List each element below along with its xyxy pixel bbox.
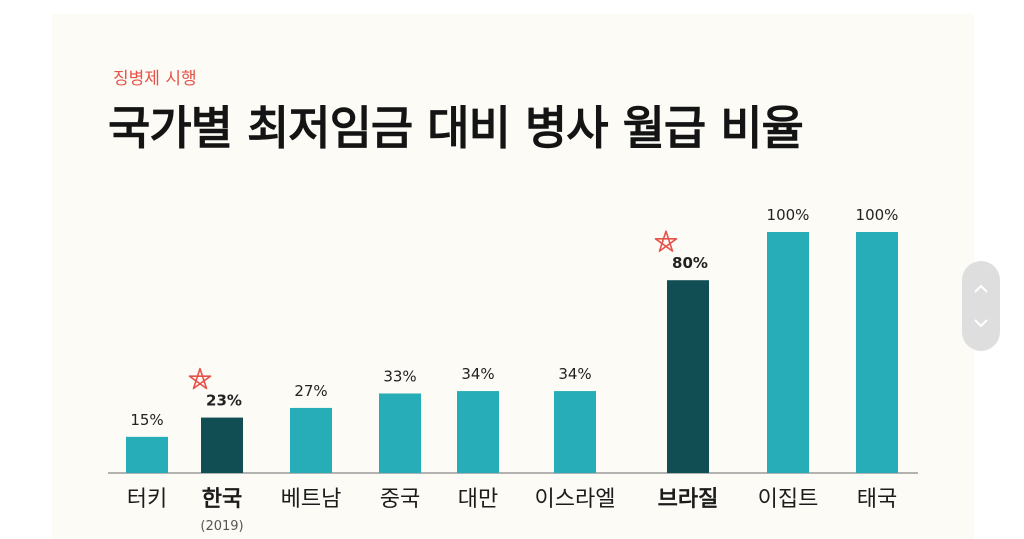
bar (379, 393, 421, 473)
chart-title: 국가별 최저임금 대비 병사 월급 비율 (108, 101, 804, 155)
bar (126, 436, 168, 473)
category-label: 브라질 (658, 487, 719, 512)
bar (667, 280, 709, 473)
data-label: 80% (672, 254, 708, 272)
data-label: 15% (130, 411, 163, 429)
scroll-up-button[interactable] (962, 271, 1000, 307)
category-label: 이스라엘 (535, 487, 616, 512)
bar (290, 407, 332, 473)
bar (457, 391, 499, 473)
chevron-down-icon (974, 319, 988, 328)
bar (767, 232, 809, 473)
category-label: 중국 (380, 487, 420, 512)
star-icon (654, 230, 678, 252)
star-icon (188, 367, 212, 390)
chevron-up-icon (974, 284, 988, 293)
scroll-down-button[interactable] (962, 305, 1000, 341)
data-label: 34% (461, 365, 494, 383)
data-label: 27% (294, 382, 327, 400)
category-note: (2019) (200, 519, 243, 534)
data-label: 23% (206, 392, 242, 410)
bar (554, 391, 596, 473)
data-label: 100% (856, 206, 899, 224)
category-label: 터키 (127, 487, 167, 512)
scroll-widget (962, 261, 1000, 351)
category-label: 이집트 (758, 487, 819, 512)
chart-subtitle: 징병제 시행 (113, 69, 197, 89)
category-label: 대만 (458, 487, 498, 512)
bar (856, 232, 898, 473)
data-label: 100% (767, 206, 810, 224)
category-label: 한국 (202, 487, 242, 512)
category-label: 태국 (857, 487, 897, 512)
data-label: 33% (383, 367, 416, 385)
bar (201, 417, 243, 473)
category-label: 베트남 (281, 487, 342, 512)
data-label: 34% (558, 365, 591, 383)
